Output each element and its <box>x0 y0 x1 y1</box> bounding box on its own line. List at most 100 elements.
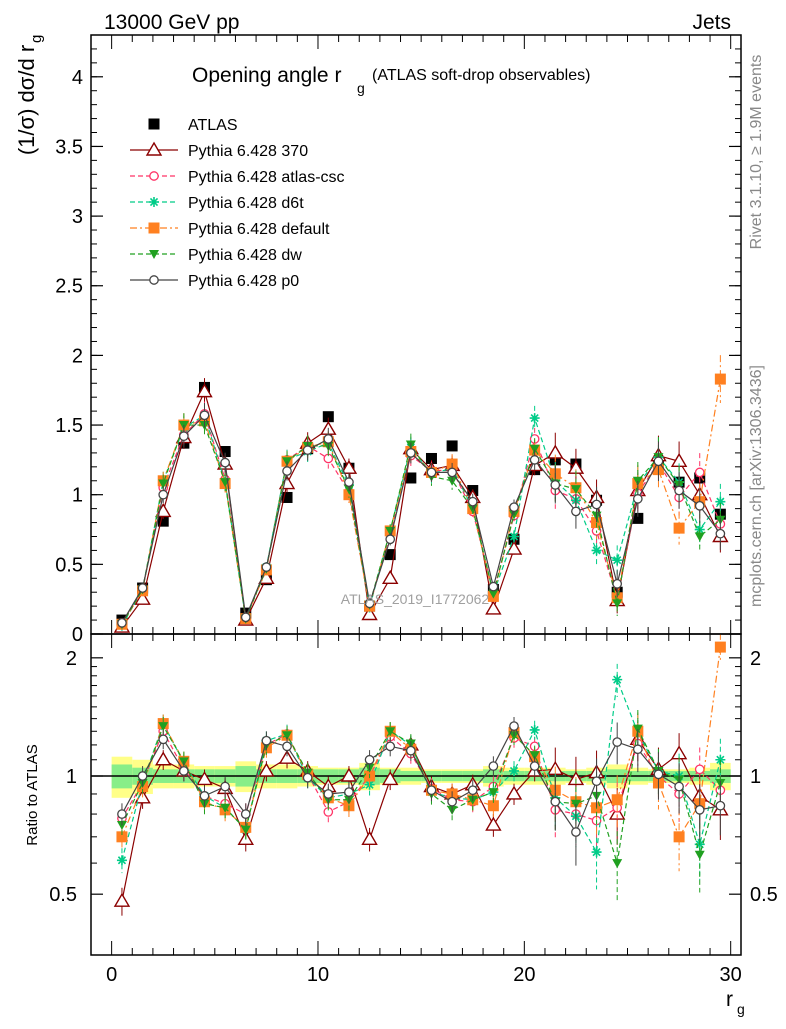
main-ylabel-subscript: g <box>28 35 45 43</box>
series-0-point <box>157 515 169 527</box>
ratio-series-line-0 <box>121 737 721 902</box>
series-6-point <box>467 496 478 507</box>
ratio-series-5-point <box>529 761 540 771</box>
ratio-series-2-point <box>509 765 520 776</box>
ratio-ytick-label-right: 0.5 <box>750 884 778 906</box>
ratio-series-5-point <box>179 766 189 776</box>
series-4-point <box>673 522 685 534</box>
ratio-series-0-point <box>361 830 378 845</box>
ratio-series-1 <box>117 722 726 853</box>
ratio-series-4-point <box>612 859 623 869</box>
series-0-point <box>632 512 644 524</box>
ratio-series-5-point <box>488 761 499 771</box>
series-0-point <box>322 411 334 423</box>
series-6-point <box>240 612 251 623</box>
series-0-point <box>281 491 293 503</box>
ratio-series-4-point <box>116 821 127 831</box>
ratio-series-4-point <box>220 803 231 813</box>
legend-item-1: Pythia 6.428 370 <box>130 141 308 160</box>
series-1-point <box>485 600 502 615</box>
ratio-series-0-point <box>155 751 172 766</box>
series-5-point <box>694 532 705 542</box>
series-6-point <box>632 494 643 504</box>
main-ylabel: (1/σ) dσ/d r <box>14 45 39 155</box>
main-ytick-label: 2 <box>72 345 83 367</box>
ratio-series-0-point <box>113 892 131 907</box>
ratio-series-0-point <box>340 767 358 782</box>
series-6-point <box>447 467 457 478</box>
legend-item-5: Pythia 6.428 dw <box>130 247 302 264</box>
series-5-point <box>529 444 540 454</box>
ratio-series-5-point <box>261 735 272 746</box>
series-6-point <box>694 500 705 511</box>
x-axis-label: r <box>726 988 733 1011</box>
ratio-series-4-point <box>240 825 251 835</box>
chart-title-suffix: (ATLAS soft-drop observables) <box>372 67 590 84</box>
series-6-point <box>509 502 519 513</box>
series-5-point <box>570 485 581 495</box>
ratio-series-line-3 <box>121 647 721 839</box>
series-6-point <box>158 489 169 500</box>
series-6 <box>117 402 726 628</box>
ratio-series-4-point <box>488 788 499 798</box>
ratio-series-2-point <box>116 855 127 866</box>
x-axis-label-subscript: g <box>737 1001 745 1017</box>
series-3-point <box>529 413 540 424</box>
legend-item-6: Pythia 6.428 p0 <box>130 273 299 290</box>
series-6-point <box>591 499 602 510</box>
ratio-series-line-4 <box>121 724 721 864</box>
legend-label: Pythia 6.428 370 <box>188 143 308 160</box>
legend-label: Pythia 6.428 p0 <box>188 273 299 290</box>
ratio-series-3-point <box>487 800 499 812</box>
ratio-series-5-point <box>653 769 664 780</box>
series-6-point <box>653 456 664 467</box>
mcplots-label: mcplots.cern.ch [arXiv:1306.3436] <box>748 365 765 607</box>
series-4-point <box>343 489 355 501</box>
legend-label: Pythia 6.428 dw <box>188 247 302 264</box>
series-0-point <box>425 452 437 464</box>
ratio-series-5-point <box>364 754 375 765</box>
legend-item-4: Pythia 6.428 default <box>130 221 330 238</box>
ratio-frame <box>90 633 742 956</box>
ratio-series-0-point <box>505 785 523 800</box>
series-6-point <box>199 410 210 421</box>
ratio-series-5-point <box>282 741 292 752</box>
ratio-series-5-point <box>426 785 437 796</box>
series-6-point <box>344 477 354 488</box>
series-1-point <box>381 569 399 584</box>
series-0-point <box>446 440 458 452</box>
series-3-point <box>715 496 726 507</box>
ratio-series-2-point <box>612 674 623 685</box>
ratio-series-5-point <box>467 785 478 796</box>
series-4-point <box>714 373 726 385</box>
series-1-point <box>361 606 378 621</box>
series-6-point <box>261 562 272 572</box>
legend-marker <box>149 275 159 285</box>
ratio-series-0-point <box>258 762 275 777</box>
series-line-6 <box>121 414 721 624</box>
series-6-point <box>571 506 581 517</box>
main-ytick-label: 0.5 <box>55 554 83 576</box>
legend-label: ATLAS <box>188 117 238 134</box>
legend-marker <box>148 118 160 130</box>
header-right: Jets <box>692 11 731 34</box>
ratio-series-4-point <box>385 727 396 737</box>
ratio-series-5-point <box>591 776 602 787</box>
series-0-point <box>405 472 417 484</box>
ratio-series-5-point <box>509 721 519 731</box>
ratio-series-1-point <box>694 764 705 775</box>
series-6-point <box>137 583 148 593</box>
ratio-series-3-point <box>714 641 726 653</box>
ratio-series-5-point <box>302 772 313 783</box>
analysis-watermark: ATLAS_2019_I1772062 <box>341 591 490 607</box>
series-1-point <box>134 590 151 605</box>
ratio-series-5-point <box>612 737 623 747</box>
rivet-version-label: Rivet 3.1.10, ≥ 1.9M events <box>748 55 765 250</box>
legend-label: Pythia 6.428 atlas-csc <box>188 169 345 186</box>
ratio-series-5-point <box>571 827 581 837</box>
main-ytick-label: 1 <box>72 485 83 507</box>
series-6-point <box>674 485 684 496</box>
x-tick-label: 20 <box>513 964 535 986</box>
ratio-series-0-point <box>278 749 296 764</box>
ratio-series-5-point <box>405 745 416 756</box>
